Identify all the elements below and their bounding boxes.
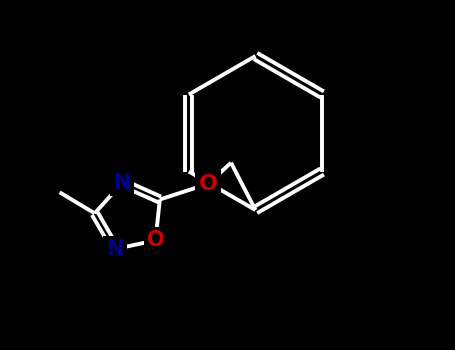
- Text: O: O: [147, 230, 164, 250]
- Text: O: O: [199, 174, 218, 194]
- Text: N: N: [114, 173, 131, 193]
- Text: N: N: [106, 239, 124, 259]
